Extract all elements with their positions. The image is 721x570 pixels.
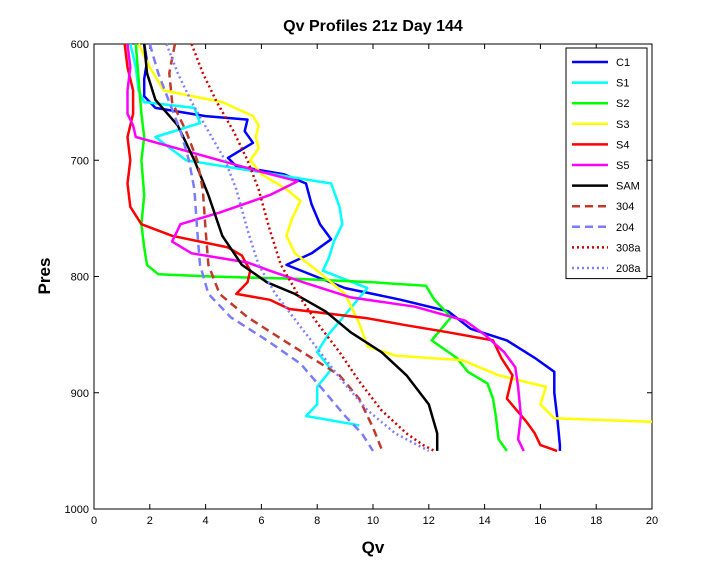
- x-tick-label: 14: [478, 515, 490, 527]
- x-tick-label: 6: [258, 515, 264, 527]
- x-tick-label: 20: [646, 515, 658, 527]
- y-axis-label: Pres: [35, 258, 54, 295]
- y-axis: 600 700 800 900 1000: [65, 39, 652, 516]
- x-tick-label: 2: [147, 515, 153, 527]
- y-tick-label: 900: [71, 388, 89, 400]
- x-tick-label: 0: [91, 515, 97, 527]
- legend-label-204: 204: [616, 222, 634, 234]
- legend-label-s3: S3: [616, 119, 629, 131]
- legend-box: [565, 47, 648, 280]
- legend-label-308a: 308a: [616, 242, 641, 254]
- x-tick-label: 18: [590, 515, 602, 527]
- x-tick-label: 12: [423, 515, 435, 527]
- series-group: [123, 43, 653, 453]
- series-line-c1: [142, 43, 562, 451]
- x-axis: 0 2 4 6 8 10 12 14 16 18 20: [91, 44, 658, 527]
- legend-label-s5: S5: [616, 160, 629, 172]
- series-line-s2: [134, 43, 508, 452]
- x-tick-label: 10: [367, 515, 379, 527]
- chart-title: Qv Profiles 21z Day 144: [283, 18, 463, 35]
- legend-label-c1: C1: [616, 57, 630, 69]
- series-line-s3: [137, 43, 653, 424]
- legend-label-s4: S4: [616, 139, 629, 151]
- series-line-308a: [190, 43, 435, 453]
- y-tick-label: 600: [71, 39, 89, 51]
- series-line-sam: [142, 43, 439, 451]
- x-tick-label: 4: [203, 515, 209, 527]
- x-axis-label: Qv: [362, 538, 385, 557]
- series-line-208a: [165, 43, 430, 453]
- legend-label-sam: SAM: [616, 181, 640, 193]
- series-line-s1: [129, 43, 369, 427]
- x-tick-label: 8: [314, 515, 320, 527]
- series-line-s5: [126, 43, 525, 452]
- legend-label-s1: S1: [616, 78, 629, 90]
- legend: C1 S1 S2 S3 S4 S5 SAM 304 204 308a 208a: [565, 47, 648, 280]
- legend-label-304: 304: [616, 201, 634, 213]
- series-line-s4: [123, 43, 558, 453]
- legend-label-s2: S2: [616, 98, 629, 110]
- y-tick-label: 700: [71, 155, 89, 167]
- legend-label-208a: 208a: [616, 263, 641, 275]
- y-tick-label: 800: [71, 272, 89, 284]
- x-tick-label: 16: [534, 515, 546, 527]
- series-line-304: [168, 43, 383, 450]
- y-tick-label: 1000: [65, 504, 89, 516]
